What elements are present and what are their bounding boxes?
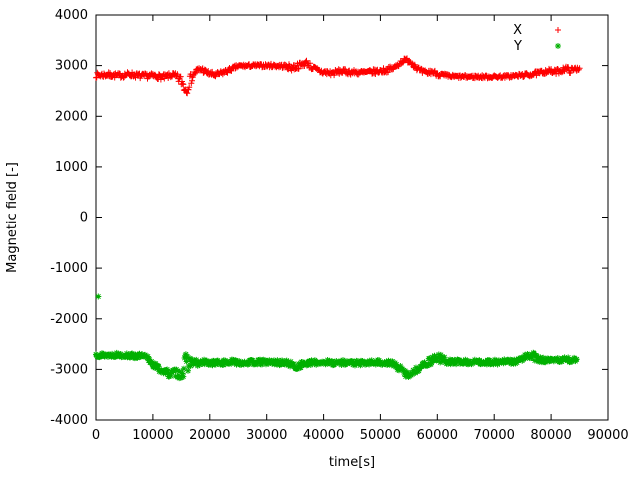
x-tick-label: 30000 (246, 428, 287, 443)
y-tick-label: -3000 (50, 362, 88, 377)
x-tick-label: 60000 (417, 428, 458, 443)
x-tick-label: 80000 (530, 428, 571, 443)
series-y-points (93, 293, 580, 382)
x-tick-label: 70000 (474, 428, 515, 443)
y-tick-label: -4000 (50, 413, 88, 428)
y-tick-label: -2000 (50, 312, 88, 327)
x-tick-label: 90000 (587, 428, 628, 443)
x-tick-label: 20000 (189, 428, 230, 443)
y-tick-label: 0 (80, 211, 88, 226)
legend-label-y: Y (513, 39, 522, 54)
x-tick-label: 40000 (303, 428, 344, 443)
legend-label-x: X (513, 23, 522, 38)
y-tick-label: 3000 (55, 59, 88, 74)
series-x-points (93, 55, 583, 97)
x-axis-label: time[s] (329, 455, 375, 470)
x-tick-label: 10000 (132, 428, 173, 443)
y-tick-label: 1000 (55, 160, 88, 175)
x-tick-label: 0 (92, 428, 100, 443)
y-tick-label: -1000 (50, 261, 88, 276)
y-tick-label: 2000 (55, 109, 88, 124)
y-tick-label: 4000 (55, 8, 88, 23)
x-tick-label: 50000 (360, 428, 401, 443)
y-axis-label: Magnetic field [-] (5, 162, 20, 273)
legend-marker-x (555, 27, 561, 33)
legend-marker-y (555, 43, 561, 49)
